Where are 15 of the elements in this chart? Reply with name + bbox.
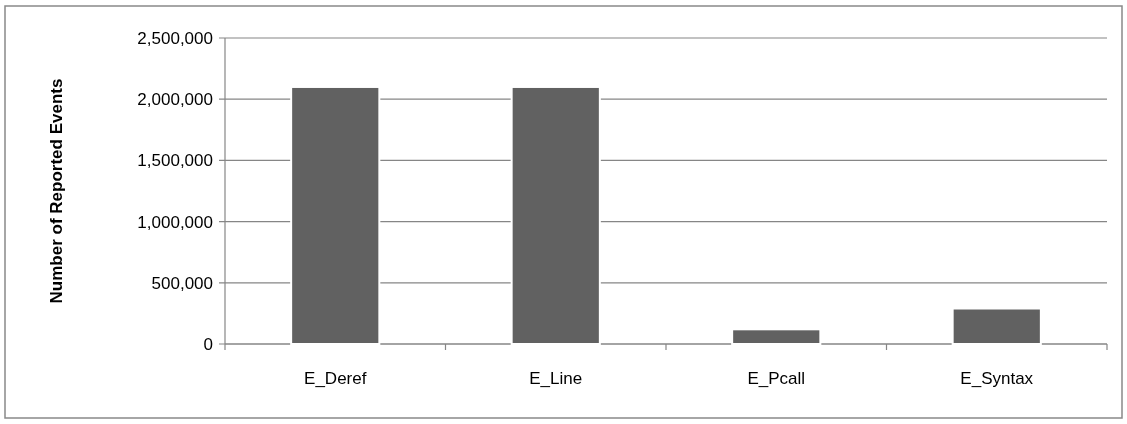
y-tick-label: 2,000,000 (137, 90, 213, 110)
bar (951, 307, 1042, 345)
x-tick-label: E_Syntax (960, 369, 1034, 388)
bar (510, 85, 601, 345)
y-tick-label: 2,500,000 (137, 28, 213, 48)
x-tick-label: E_Line (529, 369, 583, 388)
x-tick-label: E_Deref (304, 369, 367, 388)
x-tick-label: E_Pcall (747, 369, 806, 388)
y-tick-label: 1,500,000 (137, 151, 213, 171)
y-axis-title: Number of Reported Events (47, 78, 66, 304)
bar (290, 85, 381, 345)
y-tick-label: 500,000 (151, 273, 213, 293)
y-tick-label: 1,000,000 (137, 212, 213, 232)
bar (731, 328, 822, 345)
y-tick-label: 0 (203, 334, 213, 354)
